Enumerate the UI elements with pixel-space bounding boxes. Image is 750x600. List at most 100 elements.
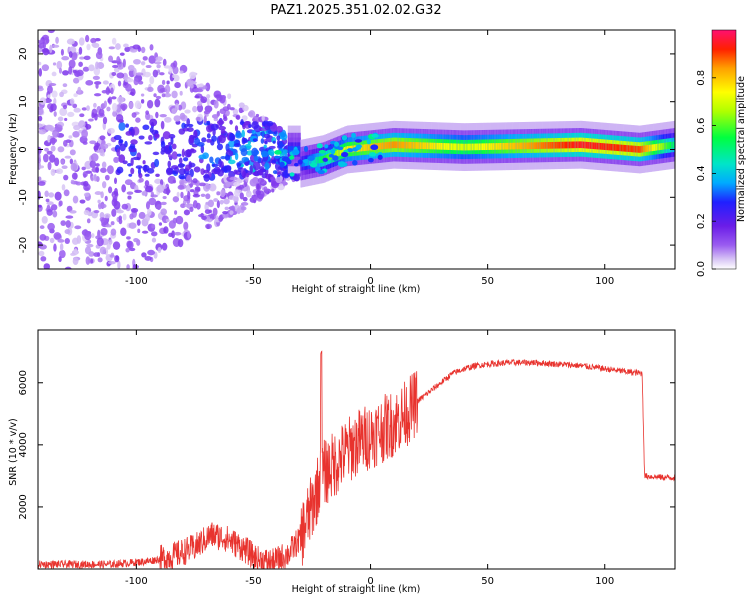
spectrogram-cell (241, 156, 250, 162)
spectrogram-cell (114, 177, 118, 185)
spectrogram-cell (177, 184, 185, 190)
colorbar-tick-label: 0.6 (696, 118, 707, 134)
spectrogram-ridge-cell (485, 143, 488, 150)
spectrogram-cell (303, 146, 309, 152)
spectrogram-cell (76, 69, 84, 77)
spectrogram-cell (172, 179, 177, 184)
spectrogram-x-label: Height of straight line (km) (292, 284, 421, 295)
spectrogram-cell (38, 67, 43, 77)
spectrogram-cell (72, 77, 80, 84)
spectrogram-cell (194, 95, 200, 99)
spectrogram-ridge-cell (506, 142, 509, 150)
spectrogram-cell (125, 131, 133, 136)
spectrogram-ridge-cell (463, 143, 466, 151)
spectrogram-cell (264, 140, 268, 145)
spectrogram-cell (217, 169, 224, 177)
spectrogram-ridge-cell (410, 141, 412, 149)
spectrogram-ridge-cell (484, 143, 487, 151)
spectrogram-cell (187, 230, 191, 239)
spectrogram-ridge-cell (574, 141, 577, 149)
spectrogram-cell (351, 132, 356, 138)
spectrogram-cell (68, 51, 73, 58)
spectrogram-cell (69, 210, 77, 214)
spectrogram-cell (227, 93, 232, 100)
spectrogram-cell (240, 148, 248, 157)
spectrogram-cell (228, 159, 236, 165)
spectrogram-cell (266, 120, 274, 127)
spectrogram-cell (116, 166, 124, 174)
spectrogram-cell (38, 204, 42, 208)
spectrogram-cell (175, 215, 184, 225)
spectrogram-cell (171, 151, 178, 160)
spectrogram-cell (158, 222, 163, 226)
spectrogram-cell (100, 191, 104, 199)
spectrogram-cell (77, 86, 82, 95)
spectrogram-cell (196, 202, 201, 210)
spectrogram-cell (144, 173, 150, 177)
spectrogram-cell (106, 165, 114, 175)
spectrogram-cell (274, 150, 282, 155)
spectrogram-ridge-cell (651, 144, 654, 152)
spectrogram-cell (133, 77, 139, 86)
spectrogram-ridge-cell (547, 142, 550, 149)
spectrogram-ridge-cell (491, 143, 494, 150)
spectrogram-cell (213, 198, 219, 202)
spectrogram-ridge-cell (383, 142, 386, 150)
spectrogram-ridge-cell (495, 143, 498, 150)
spectrogram-cell (233, 169, 238, 175)
spectrogram-cell (57, 238, 65, 243)
spectrogram-cell (176, 191, 180, 198)
spectrogram-cell (133, 58, 141, 65)
spectrogram-cell (186, 174, 192, 183)
snr-xtick-label: -100 (125, 576, 148, 587)
spectrogram-cell (127, 78, 134, 83)
spectrogram-cell (201, 215, 207, 221)
spectrogram-cell (120, 103, 128, 111)
spectrogram-cell (68, 135, 73, 139)
spectrogram-cell (92, 75, 100, 80)
spectrogram-cell (53, 97, 57, 105)
spectrogram-cell (276, 135, 281, 141)
spectrogram-cell (271, 188, 275, 193)
spectrogram-cell (150, 191, 155, 198)
spectrogram-cell (257, 169, 263, 176)
spectrogram-ridge-cell (630, 145, 633, 153)
spectrogram-cell (107, 127, 115, 134)
spectrogram-cell (279, 161, 285, 168)
spectrogram-cell (179, 112, 186, 120)
spectrogram-cell (147, 249, 155, 256)
spectrogram-cell (70, 162, 78, 172)
spectrogram-ridge-cell (314, 157, 317, 165)
spectrogram-ridge-cell (474, 143, 477, 151)
spectrogram-ridge-cell (400, 141, 402, 149)
spectrogram-cell (48, 192, 55, 198)
spectrogram-ridge-cell (447, 143, 450, 150)
spectrogram-ridge-cell (290, 146, 293, 153)
spectrogram-ridge-cell (639, 146, 641, 153)
spectrogram-ridge-cell (550, 141, 553, 149)
spectrogram-cell (160, 120, 165, 130)
spectrogram-cell (95, 166, 100, 174)
spectrogram-cell (151, 224, 156, 229)
spectrogram-cell (117, 80, 122, 87)
spectrogram-cell (281, 156, 290, 162)
spectrogram-ridge-cell (292, 146, 294, 153)
spectrogram-ridge-cell (578, 141, 581, 149)
spectrogram-cell (122, 58, 126, 68)
spectrogram-cell (118, 121, 126, 131)
spectrogram-cell (49, 137, 58, 144)
spectrogram-cell (172, 74, 176, 79)
spectrogram-cell (173, 115, 181, 122)
spectrogram-ridge-cell (404, 141, 407, 149)
spectrogram-cell (64, 266, 72, 269)
spectrogram-cell (115, 209, 124, 214)
spectrogram-cell (128, 222, 137, 229)
spectrogram-ridge-cell (393, 141, 395, 149)
spectrogram-cell (377, 154, 383, 160)
spectrogram-cell (138, 80, 144, 85)
spectrogram-ridge-cell (464, 143, 467, 151)
spectrogram-ridge-cell (417, 142, 419, 149)
spectrogram-ridge-cell (483, 143, 485, 151)
spectrogram-cell (63, 189, 70, 197)
spectrogram-ridge-cell (446, 143, 449, 150)
